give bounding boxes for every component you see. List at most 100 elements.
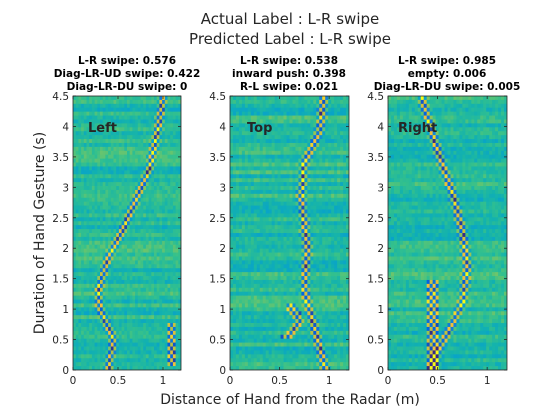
heatmap-cell bbox=[274, 205, 279, 210]
heatmap-cell bbox=[334, 127, 338, 132]
heatmap-cell bbox=[91, 315, 95, 320]
heatmap-cell bbox=[143, 307, 147, 312]
heatmap-cell bbox=[156, 166, 160, 171]
heatmap-cell bbox=[274, 135, 279, 140]
heatmap-cell bbox=[137, 319, 141, 324]
heatmap-cell bbox=[140, 154, 144, 160]
heatmap-cell bbox=[313, 182, 317, 187]
heatmap-cell bbox=[148, 201, 152, 206]
heatmap-cell bbox=[162, 150, 166, 156]
heatmap-cell bbox=[78, 350, 82, 355]
heatmap-cell bbox=[116, 213, 120, 218]
heatmap-cell bbox=[81, 295, 85, 300]
heatmap-cell bbox=[283, 236, 287, 242]
heatmap-cell bbox=[172, 342, 176, 347]
heatmap-cell bbox=[167, 323, 171, 328]
heatmap-cell bbox=[262, 291, 267, 297]
heatmap-cell bbox=[91, 205, 95, 210]
heatmap-cell bbox=[328, 135, 332, 140]
heatmap-cell bbox=[343, 287, 347, 293]
heatmap-cell bbox=[325, 201, 329, 206]
heatmap-cell bbox=[247, 217, 252, 222]
heatmap-cell bbox=[124, 366, 128, 370]
heatmap-cell bbox=[289, 268, 293, 273]
heatmap-cell bbox=[301, 99, 305, 105]
heatmap-cell bbox=[286, 139, 290, 144]
heatmap-cell bbox=[310, 158, 314, 163]
heatmap-cell bbox=[118, 131, 122, 136]
heatmap-cell bbox=[151, 295, 155, 300]
heatmap-cell bbox=[154, 166, 158, 171]
heatmap-cell bbox=[322, 131, 326, 136]
heatmap-cell bbox=[86, 260, 90, 265]
heatmap-cell bbox=[145, 338, 149, 343]
heatmap-cell bbox=[268, 146, 273, 152]
heatmap-cell bbox=[97, 166, 101, 171]
heatmap-cell bbox=[178, 330, 181, 336]
heatmap-cell bbox=[159, 150, 163, 156]
heatmap-cell bbox=[247, 225, 252, 230]
heatmap-cell bbox=[307, 295, 311, 300]
heatmap-cell bbox=[170, 182, 174, 187]
heatmap-cell bbox=[97, 287, 101, 293]
heatmap-cell bbox=[91, 330, 95, 336]
heatmap-cell bbox=[135, 334, 139, 340]
heatmap-cell bbox=[113, 103, 117, 109]
heatmap-cell bbox=[137, 197, 141, 203]
heatmap-cell bbox=[75, 323, 79, 328]
heatmap-cell bbox=[286, 264, 290, 269]
heatmap-cell bbox=[232, 233, 237, 238]
heatmap-cell bbox=[170, 213, 174, 218]
heatmap-cell bbox=[75, 264, 79, 269]
heatmap-cell bbox=[178, 346, 181, 351]
heatmap-cell bbox=[164, 107, 168, 113]
heatmap-cell bbox=[164, 174, 168, 179]
heatmap-cell bbox=[86, 233, 90, 238]
heatmap-cell bbox=[81, 197, 85, 203]
heatmap-cell bbox=[140, 221, 144, 226]
heatmap-cell bbox=[235, 150, 240, 156]
heatmap-cell bbox=[178, 350, 181, 355]
heatmap-cell bbox=[238, 221, 243, 226]
heatmap-cell bbox=[132, 135, 136, 140]
heatmap-cell bbox=[154, 123, 158, 128]
heatmap-cell bbox=[274, 268, 279, 273]
heatmap-cell bbox=[250, 268, 255, 273]
heatmap-cell bbox=[319, 260, 323, 265]
heatmap-cell bbox=[322, 197, 326, 203]
heatmap-cell bbox=[75, 209, 79, 214]
heatmap-cell bbox=[232, 276, 237, 281]
heatmap-cell bbox=[230, 170, 234, 175]
heatmap-cell bbox=[86, 213, 90, 218]
heatmap-cell bbox=[137, 276, 141, 281]
heatmap-cell bbox=[81, 299, 85, 304]
heatmap-cell bbox=[151, 279, 155, 285]
heatmap-cell bbox=[140, 189, 144, 195]
heatmap-cell bbox=[256, 142, 261, 148]
heatmap-cell bbox=[167, 135, 171, 140]
heatmap-cell bbox=[232, 209, 237, 214]
heatmap-cell bbox=[337, 197, 341, 203]
heatmap-cell bbox=[129, 299, 133, 304]
heatmap-cell bbox=[241, 272, 246, 277]
heatmap-cell bbox=[116, 142, 120, 148]
heatmap-cell bbox=[310, 162, 314, 167]
heatmap-cell bbox=[310, 279, 314, 285]
heatmap-cell bbox=[118, 127, 122, 132]
heatmap-cell bbox=[83, 311, 87, 316]
heatmap-cell bbox=[97, 221, 101, 226]
heatmap-cell bbox=[73, 107, 77, 113]
heatmap-cell bbox=[271, 146, 276, 152]
heatmap-cell bbox=[148, 276, 152, 281]
heatmap-cell bbox=[116, 248, 120, 253]
heatmap-cell bbox=[97, 189, 101, 195]
heatmap-cell bbox=[256, 154, 261, 160]
heatmap-cell bbox=[247, 119, 252, 124]
heatmap-cell bbox=[340, 142, 344, 148]
heatmap-cell bbox=[105, 240, 109, 246]
heatmap-cell bbox=[108, 236, 112, 242]
heatmap-cell bbox=[265, 233, 270, 238]
heatmap-cell bbox=[129, 201, 133, 206]
heatmap-cell bbox=[274, 236, 279, 242]
heatmap-cell bbox=[307, 182, 311, 187]
